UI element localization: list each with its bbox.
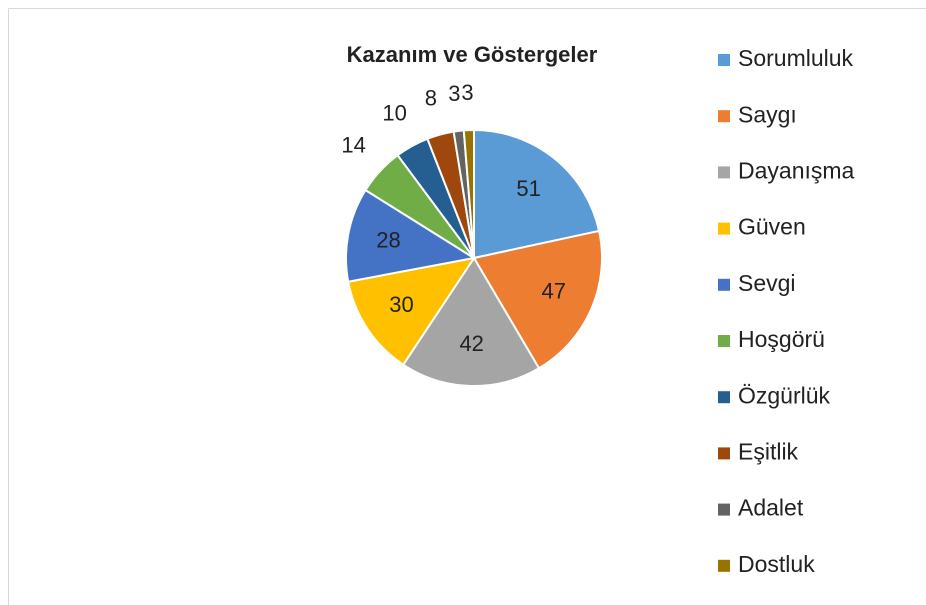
pie-slice	[345, 188, 477, 283]
pie-slice	[473, 128, 601, 260]
data-label: 30	[389, 292, 413, 317]
legend-swatch	[718, 166, 730, 179]
data-label: 42	[459, 331, 483, 356]
data-label: 3	[461, 80, 473, 105]
legend-label: Sorumluluk	[738, 45, 854, 71]
pie-slice	[462, 128, 475, 259]
legend-swatch	[718, 278, 730, 291]
data-label: 3	[448, 81, 460, 106]
data-label: 10	[382, 100, 406, 125]
legend-label: Dayanışma	[738, 157, 855, 183]
data-label: 51	[516, 176, 540, 201]
legend-label: Eşitlik	[738, 438, 799, 464]
data-label: 14	[341, 133, 365, 158]
legend-label: Hoşgörü	[738, 326, 825, 352]
data-label: 47	[541, 279, 565, 304]
legend-label: Adalet	[738, 495, 804, 521]
pie-slice	[472, 229, 603, 370]
legend-swatch	[718, 503, 730, 516]
legend-swatch	[718, 54, 730, 66]
pie-slice	[347, 256, 477, 367]
legend-label: Saygı	[738, 101, 797, 127]
chart-title: Kazanım ve Göstergeler	[347, 42, 598, 67]
legend-swatch	[718, 222, 730, 235]
legend-label: Sevgi	[738, 270, 796, 296]
legend-label: Özgürlük	[738, 382, 831, 408]
legend-swatch	[718, 110, 730, 123]
legend-swatch	[718, 391, 730, 404]
legend-label: Güven	[738, 214, 806, 240]
legend-swatch	[718, 559, 730, 572]
legend-swatch	[718, 335, 730, 347]
legend-swatch	[718, 447, 730, 460]
data-label: 8	[425, 86, 437, 111]
data-label: 28	[376, 228, 400, 253]
pie-slice	[401, 256, 541, 387]
legend-label: Dostluk	[738, 551, 815, 577]
